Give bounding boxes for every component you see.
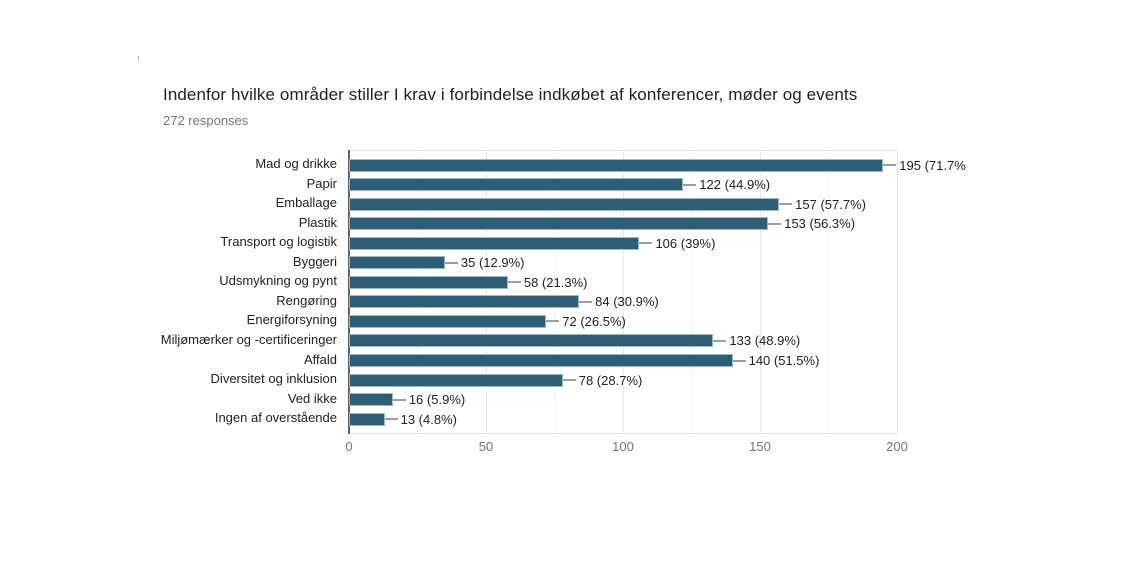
bar bbox=[349, 412, 385, 426]
bar-value-label: 78 (28.7%) bbox=[578, 372, 643, 388]
gridline bbox=[828, 151, 829, 433]
category-label: Mad og drikke bbox=[255, 156, 337, 171]
x-tick-label: 150 bbox=[749, 439, 771, 454]
annotation-stem bbox=[779, 203, 793, 206]
bar bbox=[349, 178, 684, 192]
annotation-stem bbox=[732, 359, 746, 362]
gridline bbox=[485, 151, 487, 433]
gridline bbox=[691, 151, 692, 433]
bar bbox=[349, 334, 714, 348]
bar-value-label: 84 (30.9%) bbox=[595, 294, 659, 310]
bar-value-label: 16 (5.9%) bbox=[408, 392, 466, 408]
bar-annotation: 122 (44.9%) bbox=[683, 175, 770, 195]
chart-title: Indenfor hvilke områder stiller I krav i… bbox=[163, 85, 858, 104]
bar bbox=[349, 393, 393, 407]
category-label: Papir bbox=[306, 175, 337, 191]
bar bbox=[349, 373, 563, 387]
category-labels: Mad og drikke Papir Emballage Plastik Transp… bbox=[60, 150, 343, 432]
category-label: Plastik bbox=[298, 214, 337, 230]
annotation-stem bbox=[392, 398, 406, 401]
x-tick-label: 200 bbox=[886, 439, 908, 454]
annotation-stem bbox=[713, 339, 727, 342]
stray-mark bbox=[138, 56, 139, 61]
annotation-stem bbox=[562, 379, 576, 382]
bar bbox=[349, 236, 640, 250]
category-label: Emballage bbox=[275, 195, 337, 211]
category-label: Energiforsyning bbox=[246, 312, 337, 328]
annotation-stem bbox=[883, 164, 897, 166]
category-label: Diversitet og inklusion bbox=[210, 371, 337, 387]
annotation-stem bbox=[507, 281, 521, 284]
x-tick-label: 50 bbox=[478, 439, 494, 454]
annotation-stem bbox=[384, 418, 398, 421]
bar-value-label: 153 (56.3%) bbox=[784, 216, 856, 232]
annotation-stem bbox=[768, 222, 782, 225]
bar-value-label: 106 (39%) bbox=[655, 235, 716, 251]
bar-annotation: 153 (56.3%) bbox=[768, 214, 855, 234]
gridline bbox=[896, 151, 898, 433]
bar-annotation: 13 (4.8%) bbox=[384, 409, 457, 429]
category-label: Ingen af overstående bbox=[214, 410, 337, 426]
category-label: Transport og logistik bbox=[220, 234, 337, 250]
bar bbox=[349, 354, 733, 367]
y-axis-line bbox=[348, 150, 350, 434]
bar-annotation: 58 (21.3%) bbox=[507, 272, 588, 292]
bar-annotation: 195 (71.7% bbox=[883, 155, 966, 175]
annotation-stem bbox=[444, 261, 458, 264]
bar-annotation: 16 (5.9%) bbox=[392, 390, 466, 410]
bar-annotation: 35 (12.9%) bbox=[444, 253, 525, 273]
bar-value-label: 122 (44.9%) bbox=[699, 177, 771, 193]
bar bbox=[349, 295, 580, 309]
bar-annotation: 106 (39%) bbox=[639, 233, 715, 253]
annotation-stem bbox=[546, 320, 560, 323]
bar-value-label: 133 (48.9%) bbox=[729, 333, 801, 349]
category-label: Affald bbox=[303, 351, 337, 367]
gridline bbox=[622, 151, 624, 433]
bar bbox=[349, 158, 884, 172]
category-label: Miljømærker og -certificeringer bbox=[160, 331, 337, 347]
bar-annotation: 140 (51.5%) bbox=[732, 351, 820, 371]
bar-value-label: 195 (71.7% bbox=[899, 157, 966, 173]
gridline bbox=[417, 151, 418, 433]
bar-annotation: 84 (30.9%) bbox=[579, 292, 659, 312]
category-label: Byggeri bbox=[292, 253, 337, 269]
bar-annotation: 72 (26.5%) bbox=[546, 311, 626, 331]
x-axis-ticks: 0 50 100 150 200 bbox=[345, 432, 907, 458]
bar-value-label: 157 (57.7%) bbox=[795, 196, 866, 212]
bar-value-label: 35 (12.9%) bbox=[460, 255, 525, 271]
annotation-stem bbox=[639, 242, 653, 245]
bar bbox=[349, 217, 769, 231]
annotation-stem bbox=[683, 183, 697, 186]
bar-annotation: 157 (57.7%) bbox=[779, 194, 866, 214]
plot-area: 195 (71.7% 122 (44.9%) 157 (57.7%) 153 (56.… bbox=[348, 150, 966, 434]
bar bbox=[349, 275, 508, 289]
bar bbox=[349, 197, 780, 211]
category-label: Udsmykning og pynt bbox=[219, 273, 337, 289]
bar-value-label: 140 (51.5%) bbox=[748, 353, 820, 368]
gridline bbox=[759, 151, 761, 433]
bar-annotation: 78 (28.7%) bbox=[562, 370, 643, 390]
bar-value-label: 13 (4.8%) bbox=[400, 411, 457, 427]
bar-value-label: 58 (21.3%) bbox=[523, 274, 588, 290]
bar bbox=[349, 256, 445, 270]
gridline bbox=[554, 151, 555, 433]
bar bbox=[349, 314, 547, 328]
category-label: Ved ikke bbox=[287, 390, 337, 406]
bar-value-label: 72 (26.5%) bbox=[562, 313, 626, 329]
bar-annotation: 133 (48.9%) bbox=[713, 331, 800, 351]
annotation-stem bbox=[579, 300, 593, 303]
response-count: 272 responses bbox=[163, 113, 249, 128]
bar-chart: Mad og drikke Papir Emballage Plastik Transp… bbox=[0, 150, 1144, 470]
category-label: Rengøring bbox=[276, 292, 337, 308]
x-tick-label: 0 bbox=[345, 439, 353, 454]
x-tick-label: 100 bbox=[612, 439, 634, 454]
